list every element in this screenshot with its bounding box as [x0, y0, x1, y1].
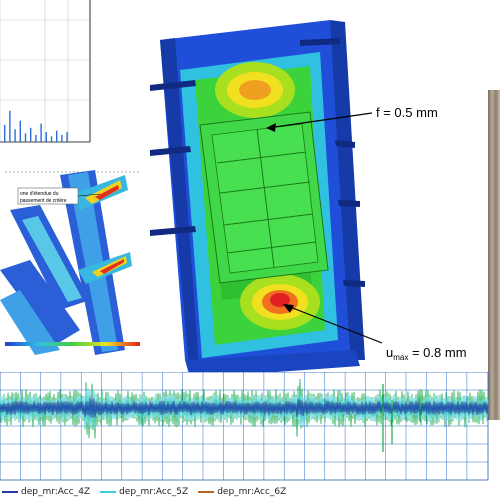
- color-scale-bar: [5, 342, 140, 346]
- label-umax-base: u: [386, 345, 393, 360]
- legend-item: dep_mr:Acc_4Z: [2, 487, 90, 497]
- label-f: f = 0.5 mm: [376, 105, 438, 120]
- spectrum-bar: [56, 130, 58, 142]
- spectrum-bar: [19, 120, 21, 142]
- legend-label: dep_mr:Acc_5Z: [119, 487, 189, 497]
- spectrum-bar: [40, 123, 42, 142]
- legend-item: dep_mr:Acc_5Z: [100, 487, 188, 497]
- spectrum-bar: [30, 127, 32, 142]
- legend-label: dep_mr:Acc_4Z: [21, 487, 91, 497]
- spectrum-bar: [35, 134, 37, 142]
- label-umax-sub: max: [393, 353, 408, 362]
- legend-item: dep_mr:Acc_6Z: [198, 487, 286, 497]
- legend-label: dep_mr:Acc_6Z: [217, 487, 287, 497]
- spectrum-bar: [9, 110, 11, 142]
- spectrum-bar: [66, 132, 68, 142]
- spectrum-bar: [50, 136, 53, 142]
- beam-callout-line2: passement de critère: [20, 198, 67, 204]
- plate-fem-image: f = 0.5 mm umax = 0.8 mm: [150, 0, 490, 380]
- spectrum-bar: [45, 132, 47, 142]
- signal-legend: dep_mr:Acc_4Z dep_mr:Acc_5Z dep_mr:Acc_6…: [0, 484, 500, 500]
- acceleration-signal-plot: [0, 371, 500, 490]
- spectrum-bar: [24, 133, 27, 142]
- beam-callout-line1: one d'étendue du: [20, 191, 59, 197]
- spectrum-bar: [61, 134, 63, 142]
- label-umax: umax = 0.8 mm: [386, 345, 467, 362]
- label-umax-value: = 0.8 mm: [408, 345, 466, 360]
- spectrum-plot: 100 150 200: [0, 0, 100, 162]
- legend-line: [198, 491, 215, 493]
- photo-strip: [488, 90, 500, 420]
- legend-line: [2, 491, 18, 493]
- spectrum-bar: [4, 124, 6, 142]
- signal-trace: [0, 396, 489, 419]
- beam-fem-image: one d'étendue du passement de critère: [0, 150, 150, 355]
- legend-line: [100, 491, 117, 493]
- spectrum-grid: [0, 0, 91, 142]
- spectrum-bar: [14, 129, 16, 142]
